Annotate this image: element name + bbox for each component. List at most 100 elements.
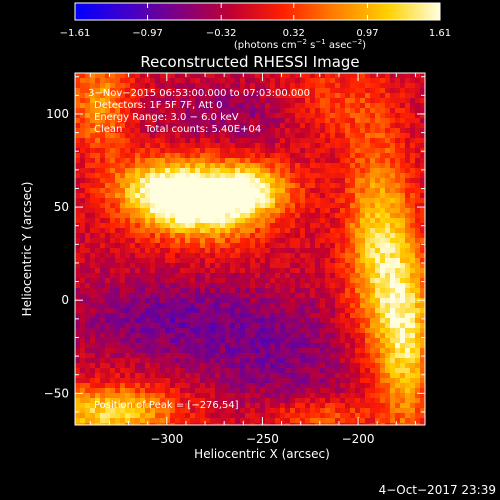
heatmap-cell — [355, 103, 361, 109]
heatmap-cell — [90, 343, 96, 349]
heatmap-cell — [175, 83, 181, 89]
heatmap-cell — [150, 383, 156, 389]
heatmap-cell — [180, 213, 186, 219]
heatmap-cell — [355, 213, 361, 219]
heatmap-cell — [410, 373, 416, 379]
heatmap-cell — [370, 398, 376, 404]
heatmap-cell — [380, 133, 386, 139]
heatmap-cell — [300, 153, 306, 159]
heatmap-cell — [230, 73, 236, 79]
heatmap-cell — [380, 273, 386, 279]
heatmap-cell — [390, 388, 396, 394]
heatmap-cell — [260, 118, 266, 124]
heatmap-cell — [300, 88, 306, 94]
heatmap-cell — [225, 413, 231, 419]
heatmap-cell — [100, 173, 106, 179]
heatmap-cell — [130, 283, 136, 289]
heatmap-cell — [345, 118, 351, 124]
heatmap-cell — [135, 273, 141, 279]
heatmap-cell — [400, 318, 406, 324]
heatmap-cell — [370, 248, 376, 254]
heatmap-cell — [340, 168, 346, 174]
heatmap-cell — [160, 258, 166, 264]
heatmap-cell — [165, 348, 171, 354]
heatmap-cell — [280, 298, 286, 304]
heatmap-cell — [415, 423, 421, 425]
heatmap-image — [75, 73, 425, 425]
heatmap-cell — [275, 393, 281, 399]
heatmap-cell — [305, 113, 311, 119]
heatmap-cell — [160, 378, 166, 384]
heatmap-cell — [335, 258, 341, 264]
heatmap-cell — [150, 268, 156, 274]
heatmap-cell — [110, 353, 116, 359]
heatmap-cell — [405, 163, 411, 169]
heatmap-cell — [385, 303, 391, 309]
heatmap-cell — [300, 258, 306, 264]
heatmap-cell — [210, 373, 216, 379]
heatmap-cell — [340, 138, 346, 144]
heatmap-cell — [155, 388, 161, 394]
heatmap-cell — [120, 198, 126, 204]
heatmap-cell — [355, 208, 361, 214]
heatmap-cell — [105, 238, 111, 244]
heatmap-cell — [250, 298, 256, 304]
heatmap-cell — [285, 103, 291, 109]
heatmap-cell — [95, 193, 101, 199]
heatmap-cell — [300, 223, 306, 229]
heatmap-cell — [140, 228, 146, 234]
heatmap-cell — [345, 278, 351, 284]
heatmap-cell — [415, 143, 421, 149]
heatmap-cell — [355, 308, 361, 314]
heatmap-cell — [360, 153, 366, 159]
heatmap-cell — [205, 178, 211, 184]
heatmap-cell — [270, 128, 276, 134]
heatmap-cell — [245, 133, 251, 139]
heatmap-cell — [390, 118, 396, 124]
heatmap-cell — [395, 123, 401, 129]
heatmap-cell — [355, 253, 361, 259]
heatmap-cell — [400, 368, 406, 374]
heatmap-cell — [150, 293, 156, 299]
heatmap-cell — [240, 148, 246, 154]
heatmap-cell — [140, 243, 146, 249]
heatmap-cell — [300, 178, 306, 184]
heatmap-cell — [235, 78, 241, 84]
heatmap-cell — [400, 283, 406, 289]
heatmap-cell — [135, 208, 141, 214]
heatmap-cell — [270, 413, 276, 419]
heatmap-cell — [135, 173, 141, 179]
heatmap-cell — [365, 153, 371, 159]
heatmap-cell — [290, 193, 296, 199]
heatmap-cell — [300, 418, 306, 424]
heatmap-cell — [110, 173, 116, 179]
heatmap-cell — [160, 333, 166, 339]
heatmap-cell — [140, 248, 146, 254]
heatmap-cell — [290, 313, 296, 319]
heatmap-cell — [80, 203, 86, 209]
heatmap-cell — [120, 113, 126, 119]
heatmap-cell — [160, 358, 166, 364]
heatmap-cell — [365, 133, 371, 139]
heatmap-cell — [240, 328, 246, 334]
heatmap-cell — [270, 138, 276, 144]
heatmap-cell — [420, 358, 425, 364]
heatmap-cell — [355, 143, 361, 149]
heatmap-cell — [240, 398, 246, 404]
heatmap-cell — [155, 73, 161, 79]
heatmap-cell — [200, 198, 206, 204]
heatmap-cell — [250, 213, 256, 219]
heatmap-cell — [295, 138, 301, 144]
heatmap-cell — [95, 303, 101, 309]
heatmap-cell — [285, 133, 291, 139]
heatmap-cell — [330, 238, 336, 244]
heatmap-cell — [165, 303, 171, 309]
heatmap-cell — [125, 118, 131, 124]
heatmap-cell — [365, 228, 371, 234]
heatmap-cell — [300, 238, 306, 244]
heatmap-cell — [360, 78, 366, 84]
heatmap-cell — [400, 263, 406, 269]
heatmap-cell — [200, 123, 206, 129]
heatmap-cell — [190, 183, 196, 189]
heatmap-cell — [400, 103, 406, 109]
